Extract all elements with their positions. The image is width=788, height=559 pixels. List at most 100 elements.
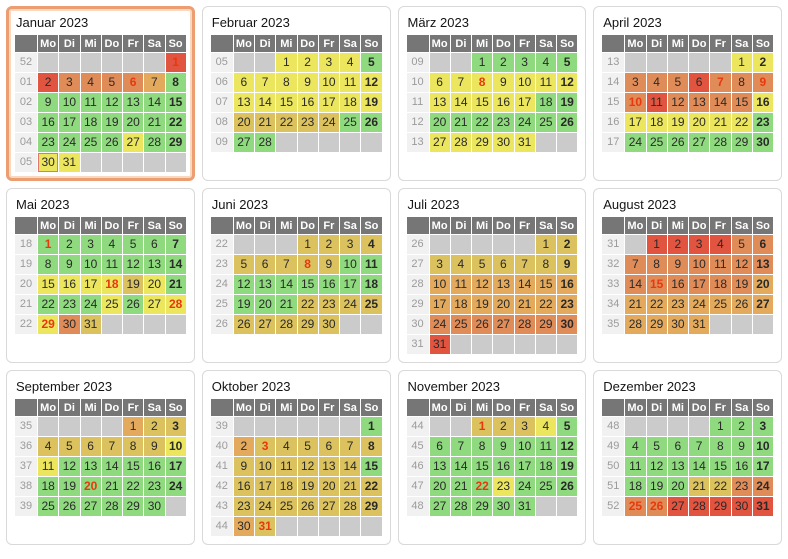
day-cell[interactable]: 29 (472, 497, 493, 516)
day-cell[interactable]: 19 (472, 295, 493, 314)
day-cell[interactable]: 9 (297, 73, 318, 92)
day-cell[interactable]: 14 (340, 457, 361, 476)
day-cell[interactable]: 9 (493, 73, 514, 92)
day-cell[interactable]: 2 (667, 235, 688, 254)
day-cell[interactable]: 27 (689, 133, 710, 152)
day-cell[interactable]: 1 (361, 417, 382, 436)
day-cell[interactable]: 30 (667, 315, 688, 334)
day-cell[interactable]: 2 (493, 417, 514, 436)
day-cell[interactable]: 3 (429, 255, 450, 274)
day-cell[interactable]: 16 (493, 93, 514, 112)
day-cell[interactable]: 5 (361, 53, 382, 72)
day-cell[interactable]: 12 (101, 93, 122, 112)
day-cell[interactable]: 31 (80, 315, 101, 334)
day-cell[interactable]: 15 (646, 275, 667, 294)
day-cell[interactable]: 21 (514, 295, 535, 314)
day-cell[interactable]: 17 (625, 113, 646, 132)
day-cell[interactable]: 27 (80, 497, 101, 516)
day-cell[interactable]: 2 (557, 235, 578, 254)
day-cell[interactable]: 10 (514, 437, 535, 456)
day-cell[interactable]: 13 (144, 255, 165, 274)
day-cell[interactable]: 16 (667, 275, 688, 294)
day-cell[interactable]: 14 (165, 255, 186, 274)
day-cell[interactable]: 10 (80, 255, 101, 274)
day-cell[interactable]: 3 (514, 417, 535, 436)
day-cell[interactable]: 25 (535, 477, 556, 496)
day-cell[interactable]: 12 (646, 457, 667, 476)
day-cell[interactable]: 4 (710, 235, 731, 254)
day-cell[interactable]: 1 (710, 417, 731, 436)
day-cell[interactable]: 5 (731, 235, 752, 254)
day-cell[interactable]: 23 (493, 113, 514, 132)
day-cell[interactable]: 14 (255, 93, 276, 112)
day-cell[interactable]: 23 (667, 295, 688, 314)
day-cell[interactable]: 13 (318, 457, 339, 476)
day-cell[interactable]: 24 (625, 133, 646, 152)
day-cell[interactable]: 5 (472, 255, 493, 274)
day-cell[interactable]: 1 (731, 53, 752, 72)
day-cell[interactable]: 8 (535, 255, 556, 274)
day-cell[interactable]: 18 (710, 275, 731, 294)
day-cell[interactable]: 3 (255, 437, 276, 456)
day-cell[interactable]: 26 (472, 315, 493, 334)
day-cell[interactable]: 13 (80, 457, 101, 476)
day-cell[interactable]: 5 (101, 73, 122, 92)
day-cell[interactable]: 2 (318, 235, 339, 254)
day-cell[interactable]: 7 (450, 73, 471, 92)
day-cell[interactable]: 29 (731, 133, 752, 152)
day-cell[interactable]: 28 (625, 315, 646, 334)
day-cell[interactable]: 7 (276, 255, 297, 274)
day-cell[interactable]: 18 (450, 295, 471, 314)
day-cell[interactable]: 1 (165, 53, 186, 72)
day-cell[interactable]: 27 (667, 497, 688, 516)
day-cell[interactable]: 26 (59, 497, 80, 516)
day-cell[interactable]: 24 (165, 477, 186, 496)
day-cell[interactable]: 27 (429, 497, 450, 516)
day-cell[interactable]: 11 (625, 457, 646, 476)
day-cell[interactable]: 15 (38, 275, 59, 294)
day-cell[interactable]: 13 (429, 93, 450, 112)
day-cell[interactable]: 21 (625, 295, 646, 314)
day-cell[interactable]: 26 (361, 113, 382, 132)
day-cell[interactable]: 13 (429, 457, 450, 476)
month-panel-maerz[interactable]: März 2023 Mo Di Mi Do Fr Sa So 09 1 2 3 4 5 10 6 7 8 9 10 11… (397, 6, 587, 181)
day-cell[interactable]: 6 (429, 437, 450, 456)
day-cell[interactable]: 10 (689, 255, 710, 274)
day-cell[interactable]: 1 (123, 417, 144, 436)
day-cell[interactable]: 31 (514, 497, 535, 516)
day-cell[interactable]: 3 (80, 235, 101, 254)
day-cell[interactable]: 11 (646, 93, 667, 112)
day-cell[interactable]: 29 (361, 497, 382, 516)
day-cell[interactable]: 7 (165, 235, 186, 254)
day-cell[interactable]: 21 (255, 113, 276, 132)
day-cell[interactable]: 21 (710, 113, 731, 132)
day-cell[interactable]: 9 (752, 73, 773, 92)
day-cell[interactable]: 15 (361, 457, 382, 476)
day-cell[interactable]: 16 (557, 275, 578, 294)
day-cell[interactable]: 28 (710, 133, 731, 152)
day-cell[interactable]: 29 (297, 315, 318, 334)
day-cell[interactable]: 1 (38, 235, 59, 254)
day-cell[interactable]: 18 (646, 113, 667, 132)
day-cell[interactable]: 7 (255, 73, 276, 92)
day-cell[interactable]: 21 (165, 275, 186, 294)
day-cell[interactable]: 24 (59, 133, 80, 152)
day-cell[interactable]: 10 (165, 437, 186, 456)
day-cell[interactable]: 17 (59, 113, 80, 132)
day-cell[interactable]: 1 (276, 53, 297, 72)
day-cell[interactable]: 5 (123, 235, 144, 254)
day-cell[interactable]: 26 (297, 497, 318, 516)
day-cell[interactable]: 31 (752, 497, 773, 516)
day-cell[interactable]: 13 (255, 275, 276, 294)
day-cell[interactable]: 23 (318, 295, 339, 314)
day-cell[interactable]: 9 (233, 457, 254, 476)
day-cell[interactable]: 9 (59, 255, 80, 274)
day-cell[interactable]: 18 (535, 93, 556, 112)
day-cell[interactable]: 18 (535, 457, 556, 476)
day-cell[interactable]: 29 (123, 497, 144, 516)
day-cell[interactable]: 8 (731, 73, 752, 92)
day-cell[interactable]: 8 (297, 255, 318, 274)
day-cell[interactable]: 27 (493, 315, 514, 334)
day-cell[interactable]: 26 (101, 133, 122, 152)
day-cell[interactable]: 17 (429, 295, 450, 314)
